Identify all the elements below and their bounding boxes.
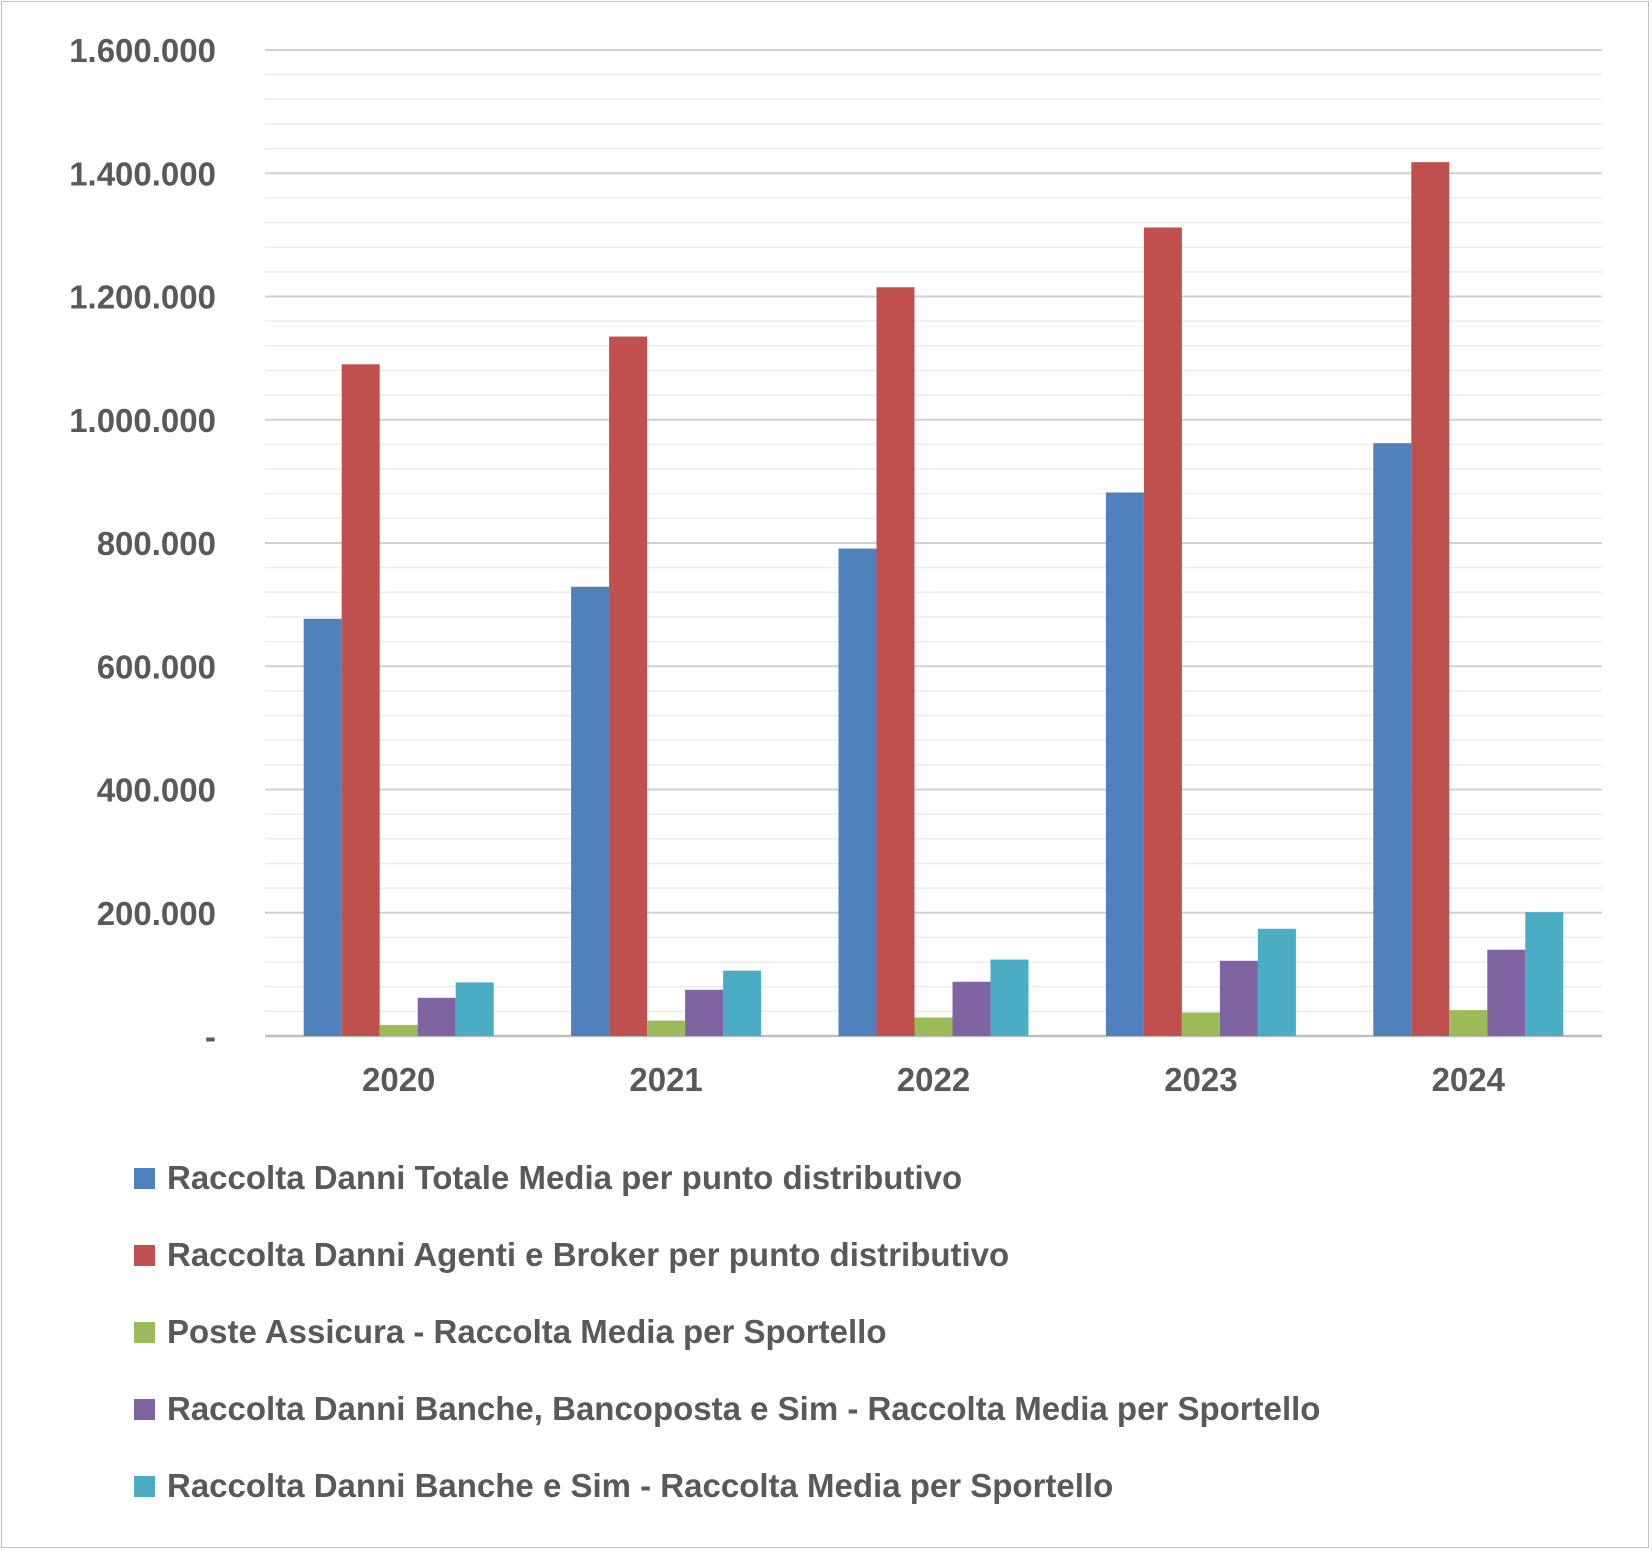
legend-item: Raccolta Danni Agenti e Broker per punto… [134, 1235, 1320, 1275]
y-tick-label: 800.000 [97, 525, 216, 562]
bar [1525, 912, 1564, 1036]
y-tick-label: - [205, 1018, 216, 1055]
x-tick-label: 2020 [362, 1061, 435, 1098]
legend-swatch [134, 1167, 155, 1189]
legend-item: Raccolta Danni Totale Media per punto di… [134, 1158, 1320, 1198]
legend-label: Poste Assicura - Raccolta Media per Spor… [167, 1313, 887, 1350]
legend: Raccolta Danni Totale Media per punto di… [134, 1158, 1320, 1543]
y-tick-label: 1.000.000 [69, 402, 216, 439]
x-tick-label: 2022 [897, 1061, 970, 1098]
bar [455, 982, 494, 1036]
bar [1105, 492, 1144, 1036]
y-tick-label: 400.000 [97, 772, 216, 809]
legend-label: Raccolta Danni Banche e Sim - Raccolta M… [167, 1467, 1114, 1504]
bar [876, 287, 915, 1037]
bar [838, 548, 877, 1036]
bar [1143, 227, 1182, 1037]
bar [1487, 949, 1526, 1036]
bar [1181, 1012, 1220, 1036]
bars [303, 162, 1564, 1037]
legend-item: Raccolta Danni Banche e Sim - Raccolta M… [134, 1466, 1320, 1506]
x-tick-label: 2024 [1432, 1061, 1506, 1098]
y-tick-label: 600.000 [97, 648, 216, 685]
legend-swatch [134, 1244, 155, 1266]
y-tick-label: 1.200.000 [69, 279, 216, 316]
bar [417, 997, 456, 1036]
x-tick-label: 2023 [1164, 1061, 1237, 1098]
bar [1257, 928, 1296, 1036]
legend-item: Raccolta Danni Banche, Bancoposta e Sim … [134, 1389, 1320, 1429]
bar [571, 586, 610, 1036]
x-tick-label: 2021 [629, 1061, 702, 1098]
legend-swatch [134, 1321, 155, 1343]
bar [1219, 960, 1258, 1036]
x-axis-ticks: 2020 2021 2022 2023 2024 [362, 1061, 1506, 1098]
bar [379, 1024, 418, 1036]
bar [1449, 1010, 1488, 1036]
legend-swatch [134, 1475, 155, 1497]
y-tick-label: 200.000 [97, 895, 216, 932]
bar [685, 989, 724, 1036]
y-axis-ticks: - 200.000 400.000 600.000 800.000 1.000.000 1.… [69, 32, 216, 1055]
bar [341, 364, 380, 1037]
bar [723, 970, 762, 1036]
y-tick-label: 1.600.000 [69, 32, 216, 69]
y-tick-label: 1.400.000 [69, 155, 216, 192]
legend-swatch [134, 1398, 155, 1420]
bar-chart: - 200.000 400.000 600.000 800.000 1.000.000 1.… [69, 32, 1602, 1098]
bar [990, 959, 1029, 1036]
legend-label: Raccolta Danni Totale Media per punto di… [167, 1159, 963, 1196]
legend-item: Poste Assicura - Raccolta Media per Spor… [134, 1312, 1320, 1352]
bar [914, 1017, 953, 1036]
bar [303, 618, 342, 1036]
bar [647, 1020, 686, 1036]
bar [952, 981, 991, 1036]
bar [1373, 443, 1412, 1037]
bar [1411, 162, 1450, 1037]
legend-label: Raccolta Danni Agenti e Broker per punto… [167, 1236, 1010, 1273]
legend-label: Raccolta Danni Banche, Bancoposta e Sim … [167, 1390, 1321, 1427]
bar [609, 336, 648, 1036]
